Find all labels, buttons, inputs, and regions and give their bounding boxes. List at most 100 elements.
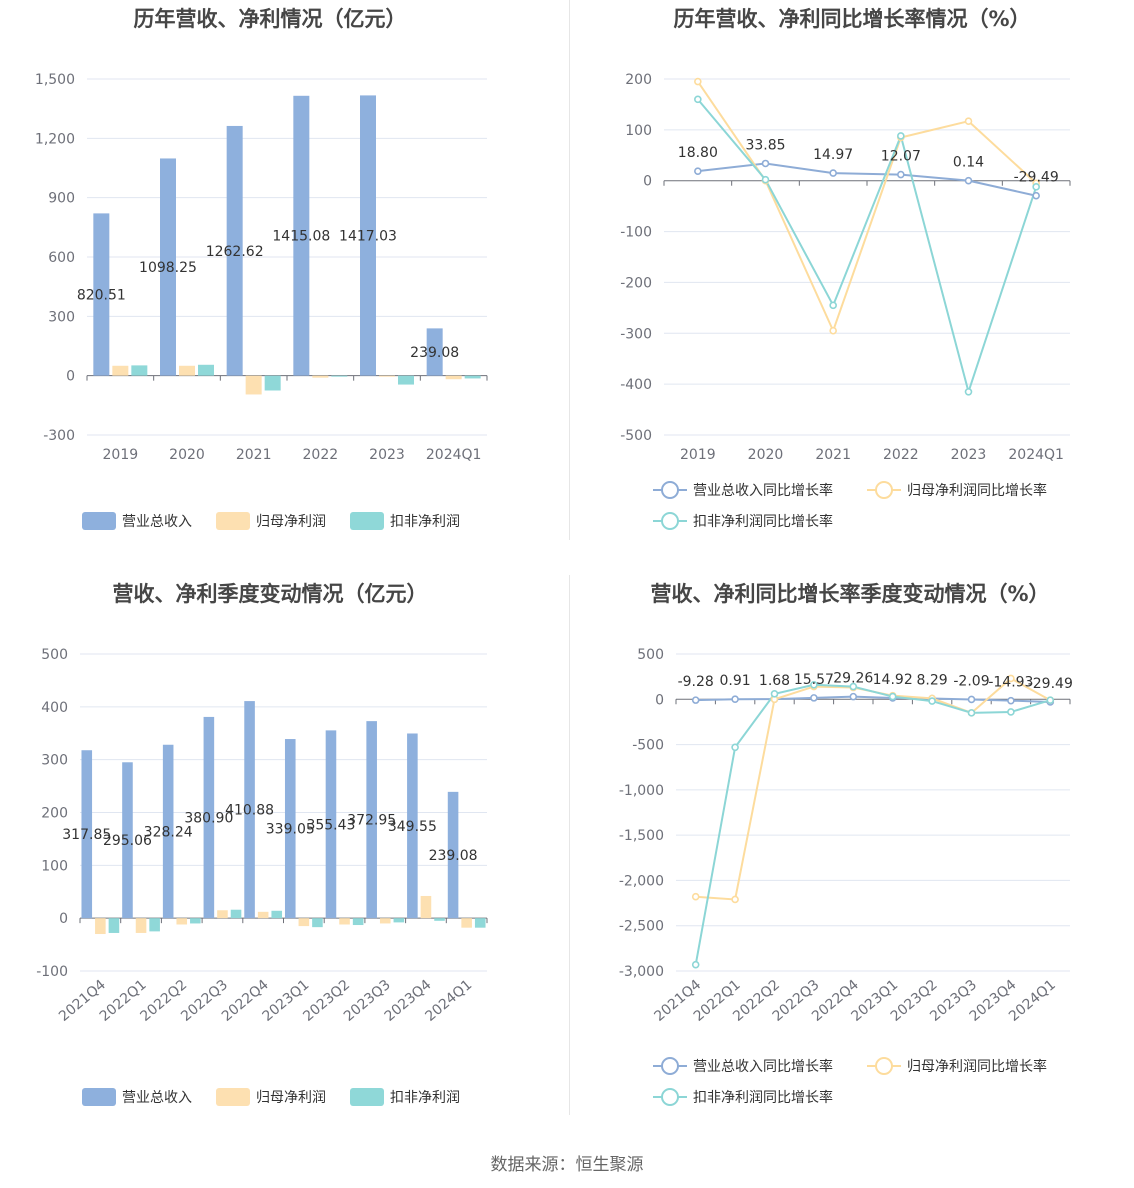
- bar-0-3: [203, 716, 215, 919]
- bar-data-label: 239.08: [410, 345, 459, 361]
- point-2-3: [897, 132, 905, 140]
- x-tick-label: 2024Q1: [422, 977, 475, 1025]
- point-0-3: [897, 170, 905, 179]
- line-data-label: -29.49: [1028, 676, 1073, 692]
- bar-data-label: 1262.62: [206, 244, 264, 260]
- bar-0-7: [366, 721, 377, 919]
- bar-0-2: [162, 744, 174, 919]
- bar-1-1: [135, 918, 147, 933]
- legend-swatch-marker-0: [661, 481, 679, 499]
- line-data-label: 14.92: [873, 672, 913, 688]
- point-2-7: [967, 709, 976, 717]
- y-tick-label: 0: [59, 911, 68, 927]
- y-tick-label: 1,500: [35, 72, 75, 88]
- y-tick-label: 300: [48, 309, 75, 325]
- x-tick-label: 2023: [951, 447, 987, 463]
- legend-label: 扣非净利润同比增长率: [693, 513, 833, 530]
- x-tick-label: 2023: [369, 447, 405, 463]
- bar-data-label: 410.88: [225, 803, 274, 819]
- bar-0-9: [447, 791, 459, 919]
- y-tick-label: -200: [620, 275, 652, 291]
- bar-0-4: [244, 701, 255, 919]
- bar-0-3: [293, 95, 310, 376]
- y-tick-label: 500: [41, 647, 68, 663]
- line-data-label: -29.49: [1014, 170, 1059, 186]
- point-2-4: [849, 682, 858, 691]
- bar-0-8: [407, 733, 418, 919]
- bar-data-label: 317.85: [62, 827, 111, 843]
- bar-data-label: 372.95: [347, 813, 396, 829]
- bar-1-3: [312, 375, 329, 378]
- point-0-5: [1032, 191, 1040, 200]
- point-1-0: [694, 77, 702, 86]
- bar-data-label: 349.55: [388, 819, 437, 835]
- legend-swatch-1: [216, 512, 250, 530]
- bar-1-4: [379, 375, 395, 377]
- bar-data-label: 239.08: [429, 848, 478, 864]
- point-0-2: [829, 169, 837, 177]
- bar-data-label: 820.51: [77, 288, 126, 304]
- x-tick-label: 2021: [815, 447, 851, 463]
- x-tick-label: 2020: [748, 447, 784, 463]
- y-tick-label: -300: [620, 326, 652, 342]
- bar-data-label: 339.05: [266, 822, 315, 838]
- bar-1-2: [245, 375, 262, 395]
- bar-2-1: [149, 918, 160, 932]
- bar-data-label: 1415.08: [272, 229, 330, 245]
- x-tick-label: 2024Q1: [1008, 447, 1064, 463]
- bar-data-label: 1098.25: [139, 260, 197, 276]
- bar-2-4: [271, 910, 283, 919]
- bar-0-2: [226, 125, 243, 376]
- legend-swatch-2: [350, 1088, 384, 1106]
- legend-swatch-marker-2: [661, 512, 679, 530]
- bar-data-label: 380.90: [184, 811, 233, 827]
- point-2-2: [770, 690, 779, 698]
- bar-1-3: [217, 910, 228, 919]
- bar-1-7: [379, 918, 391, 924]
- line-data-label: 15.57: [794, 672, 834, 688]
- point-0-3: [810, 694, 818, 702]
- x-tick-label: 2020: [169, 447, 205, 463]
- bar-1-1: [179, 365, 195, 376]
- y-tick-label: 0: [655, 692, 664, 708]
- y-tick-label: 100: [41, 858, 68, 874]
- bar-0-1: [160, 158, 176, 376]
- y-tick-label: 400: [41, 700, 68, 716]
- bar-2-5: [312, 918, 323, 928]
- point-2-6: [928, 697, 936, 705]
- chart-title: 营收、净利季度变动情况（亿元）: [113, 582, 428, 606]
- chart-title: 历年营收、净利同比增长率情况（%）: [673, 7, 1030, 31]
- y-tick-label: -3,000: [619, 964, 664, 980]
- bar-2-3: [230, 909, 242, 919]
- quarterly-revenue-profit-chart: 营收、净利季度变动情况（亿元） -100 0 100 200 300 400 500 2021Q…: [0, 575, 565, 1120]
- bar-1-6: [339, 918, 350, 925]
- point-2-1: [761, 175, 770, 184]
- legend-swatch-marker-0: [661, 1057, 679, 1075]
- point-2-5: [888, 692, 897, 701]
- bar-1-5: [445, 375, 462, 380]
- point-2-0: [694, 95, 702, 104]
- x-tick-label: 2019: [680, 447, 716, 463]
- point-0-7: [967, 695, 976, 704]
- legend-swatch-marker-1: [875, 481, 893, 499]
- legend-swatch-marker-2: [661, 1088, 679, 1106]
- point-2-3: [810, 680, 818, 689]
- line-data-label: 18.80: [678, 145, 718, 161]
- point-0-0: [691, 696, 700, 704]
- bar-2-1: [198, 364, 214, 376]
- legend-label: 归母净利润同比增长率: [907, 482, 1047, 499]
- y-tick-label: -300: [43, 428, 75, 444]
- bar-2-2: [190, 918, 201, 924]
- y-tick-label: -2,500: [619, 919, 664, 935]
- bar-0-5: [426, 328, 443, 376]
- bar-1-2: [176, 918, 188, 925]
- legend-label: 归母净利润: [256, 513, 326, 530]
- line-data-label: 8.29: [917, 673, 948, 689]
- line-data-label: 0.14: [953, 155, 984, 171]
- bar-0-1: [122, 762, 133, 919]
- line-data-label: -2.09: [953, 673, 989, 689]
- y-tick-label: -100: [620, 225, 652, 241]
- chart-title: 营收、净利同比增长率季度变动情况（%）: [650, 582, 1049, 606]
- series-line-2: [697, 98, 1038, 396]
- chart-title: 历年营收、净利情况（亿元）: [134, 7, 407, 31]
